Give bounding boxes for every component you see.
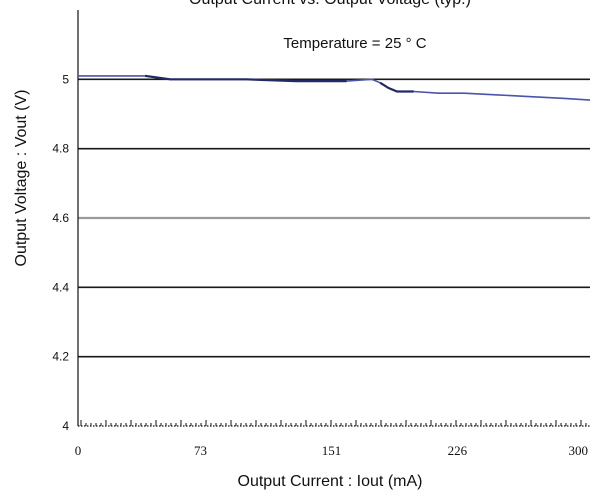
y-tick-label-5: 5 <box>62 72 69 86</box>
series-group <box>78 74 591 101</box>
y-tick-label-4-2: 4.2 <box>52 350 69 364</box>
series-line-1-segment <box>144 74 347 83</box>
x-tick-label-0: 0 <box>75 443 82 458</box>
x-axis-label: Output Current : Iout (mA) <box>238 473 423 490</box>
series-line-1-segment <box>379 81 414 93</box>
y-axis-label: Output Voltage : Vout (V) <box>13 90 30 267</box>
x-tick-label-226: 226 <box>448 443 468 458</box>
y-tick-label-4-6: 4.6 <box>52 211 69 225</box>
temperature-annotation: Temperature = 25 ° C <box>283 35 426 52</box>
x-tick-label-151: 151 <box>322 443 342 458</box>
y-tick-labels: 4 4.2 4.4 4.6 4.8 5 <box>52 72 69 433</box>
x-tick-label-73: 73 <box>194 443 207 458</box>
x-tick-labels: 0 73 151 226 300 <box>75 443 588 458</box>
x-tick-label-300: 300 <box>569 443 589 458</box>
y-tick-label-4-4: 4.4 <box>52 280 69 294</box>
y-tick-label-4-8: 4.8 <box>52 142 69 156</box>
chart-title: Output Current vs. Output Voltage (typ.) <box>189 0 471 8</box>
axes <box>77 10 590 427</box>
gridlines <box>78 78 590 358</box>
y-tick-label-4: 4 <box>62 419 69 433</box>
x-minor-ticks <box>80 420 587 426</box>
